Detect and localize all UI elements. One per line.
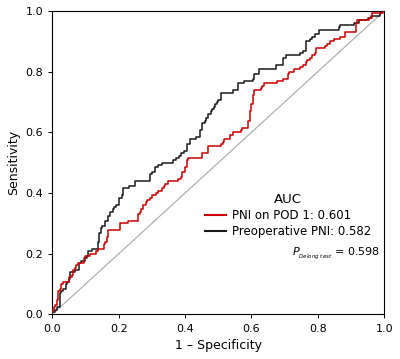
Legend: PNI on POD 1: 0.601, Preoperative PNI: 0.582: PNI on POD 1: 0.601, Preoperative PNI: 0… — [202, 190, 375, 242]
Y-axis label: Sensitivity: Sensitivity — [7, 130, 20, 195]
Text: $P_{_{Delong\ test}}$ = 0.598: $P_{_{Delong\ test}}$ = 0.598 — [292, 246, 379, 262]
X-axis label: 1 – Specificity: 1 – Specificity — [175, 339, 262, 352]
